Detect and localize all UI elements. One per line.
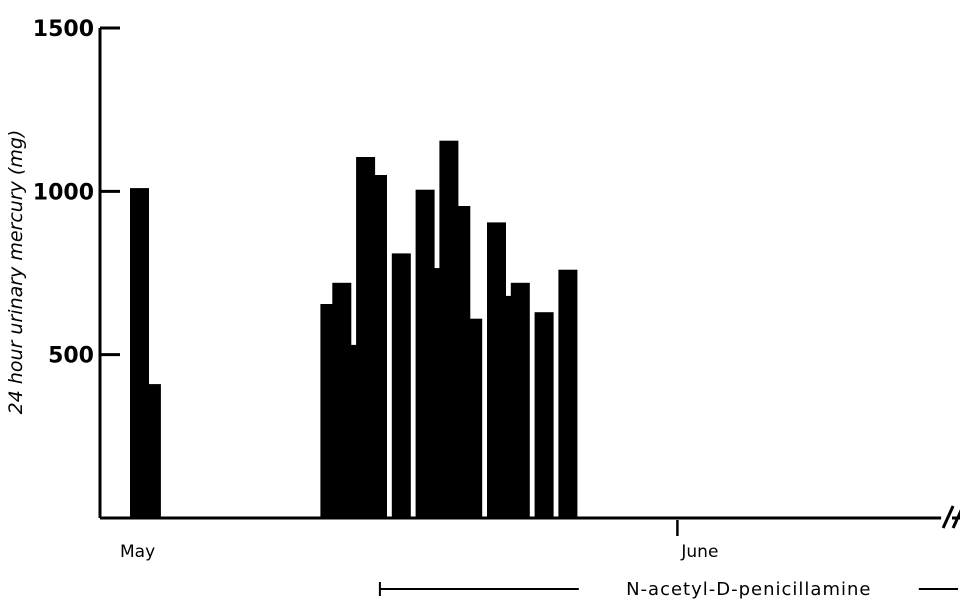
y-axis-ticks: 500 1000 1500 xyxy=(33,17,120,369)
y-tick-label: 1000 xyxy=(33,180,94,205)
bar-series xyxy=(130,140,578,518)
bar-7 xyxy=(391,253,411,518)
axis-break-mark xyxy=(951,509,960,529)
month-label: June xyxy=(680,542,718,562)
bar-1 xyxy=(141,384,161,518)
month-label: May xyxy=(120,542,155,562)
month-labels: MayJuneAugust xyxy=(120,520,718,562)
y-axis-label: 24 hour urinary mercury (mg) xyxy=(5,130,27,415)
bar-12 xyxy=(463,318,483,518)
y-tick-label: 1500 xyxy=(33,17,94,42)
axis-break-mark xyxy=(941,505,955,529)
treatment-period: N-acetyl-D-penicillamine xyxy=(378,579,958,600)
bar-6 xyxy=(368,175,387,518)
bar-17 xyxy=(558,269,578,518)
axes xyxy=(98,28,960,529)
bar-15 xyxy=(510,282,530,518)
y-tick-label: 500 xyxy=(48,344,94,369)
treatment-label: N-acetyl-D-penicillamine xyxy=(626,579,871,600)
bar-16 xyxy=(534,312,554,518)
